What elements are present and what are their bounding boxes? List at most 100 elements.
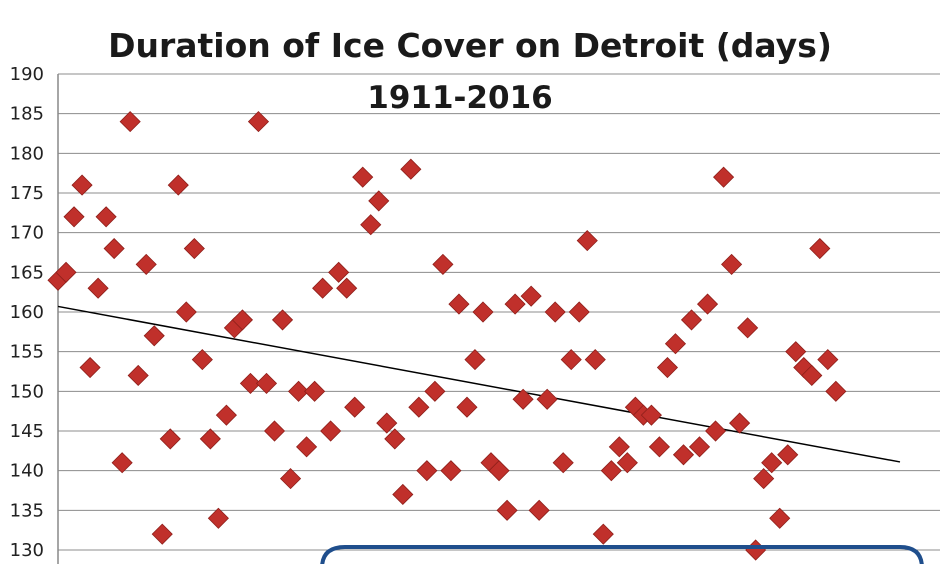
data-point: [753, 468, 775, 490]
y-tick-label: 170: [10, 223, 44, 244]
data-point: [729, 412, 751, 434]
data-point: [119, 111, 141, 133]
data-point: [761, 452, 783, 474]
data-point: [320, 420, 342, 442]
data-point: [312, 277, 334, 299]
y-tick-label: 165: [10, 262, 44, 283]
data-point: [704, 420, 727, 442]
data-point: [640, 404, 662, 426]
y-tick-label: 155: [10, 342, 44, 363]
data-point: [737, 317, 759, 339]
y-tick-label: 190: [10, 64, 44, 85]
data-point: [103, 237, 125, 260]
data-point: [199, 428, 221, 450]
data-point: [263, 420, 286, 442]
data-point: [568, 301, 590, 323]
data-point: [344, 396, 366, 418]
data-point: [384, 428, 406, 450]
data-point: [576, 230, 598, 252]
data-point: [616, 452, 638, 474]
data-point: [528, 499, 550, 521]
data-point: [656, 356, 679, 379]
data-points: [47, 111, 847, 561]
data-point: [496, 499, 518, 521]
data-point: [552, 452, 574, 474]
data-point: [432, 253, 454, 275]
y-tick-label: 175: [10, 183, 44, 204]
data-point: [448, 293, 470, 315]
data-point: [87, 277, 109, 299]
data-point: [304, 380, 326, 402]
data-point: [520, 285, 542, 307]
data-point: [71, 174, 93, 196]
data-point: [801, 364, 823, 387]
data-point: [95, 206, 117, 228]
data-point: [809, 237, 831, 260]
y-tick-label: 130: [10, 540, 44, 561]
data-point: [247, 111, 270, 133]
data-point: [400, 158, 422, 180]
data-point: [504, 293, 526, 315]
data-point: [271, 309, 294, 331]
trendline: [57, 305, 901, 463]
data-point: [817, 349, 839, 371]
chart-subtitle: 1911-2016: [367, 80, 553, 116]
y-tick-label: 185: [10, 104, 44, 125]
data-point: [680, 309, 703, 331]
data-point: [376, 412, 398, 434]
data-point: [279, 468, 302, 490]
data-point: [464, 349, 486, 371]
data-point: [713, 166, 735, 188]
data-point: [696, 293, 719, 315]
y-tick-label: 150: [10, 381, 44, 402]
data-point: [785, 341, 807, 363]
data-point: [584, 349, 606, 371]
data-point: [512, 388, 534, 410]
data-point: [336, 277, 358, 299]
data-point: [135, 253, 157, 275]
data-point: [664, 333, 687, 355]
data-point: [672, 444, 695, 466]
data-point: [151, 523, 173, 545]
data-point: [825, 380, 847, 402]
data-point: [745, 539, 767, 561]
data-point: [416, 460, 438, 482]
chart-title: Duration of Ice Cover on Detroit (days): [108, 26, 832, 65]
data-point: [79, 356, 101, 379]
data-point: [360, 214, 382, 236]
data-point: [55, 261, 77, 283]
callout-box: [320, 545, 924, 564]
data-point: [392, 483, 414, 506]
data-point: [239, 372, 262, 394]
data-point: [600, 460, 622, 482]
data-point: [288, 380, 310, 402]
data-point: [648, 436, 670, 458]
data-point: [688, 436, 711, 458]
data-point: [167, 174, 189, 196]
data-point: [721, 253, 743, 275]
data-point: [544, 301, 566, 323]
data-point: [352, 166, 374, 188]
data-point: [175, 301, 197, 323]
data-point: [183, 237, 205, 260]
data-point: [255, 372, 278, 394]
data-point: [328, 261, 350, 283]
data-point: [191, 349, 213, 371]
data-point: [127, 364, 149, 387]
data-point: [215, 404, 237, 426]
data-point: [207, 507, 229, 529]
data-point: [608, 436, 630, 458]
data-point: [560, 349, 582, 371]
data-point: [456, 396, 478, 418]
data-point: [296, 436, 318, 458]
data-point: [159, 428, 181, 450]
data-point: [231, 309, 254, 331]
data-point: [111, 452, 133, 474]
data-point: [777, 444, 799, 466]
data-point: [592, 523, 614, 545]
data-point: [424, 380, 446, 402]
y-tick-label: 160: [10, 302, 44, 323]
y-tick-label: 140: [10, 461, 44, 482]
